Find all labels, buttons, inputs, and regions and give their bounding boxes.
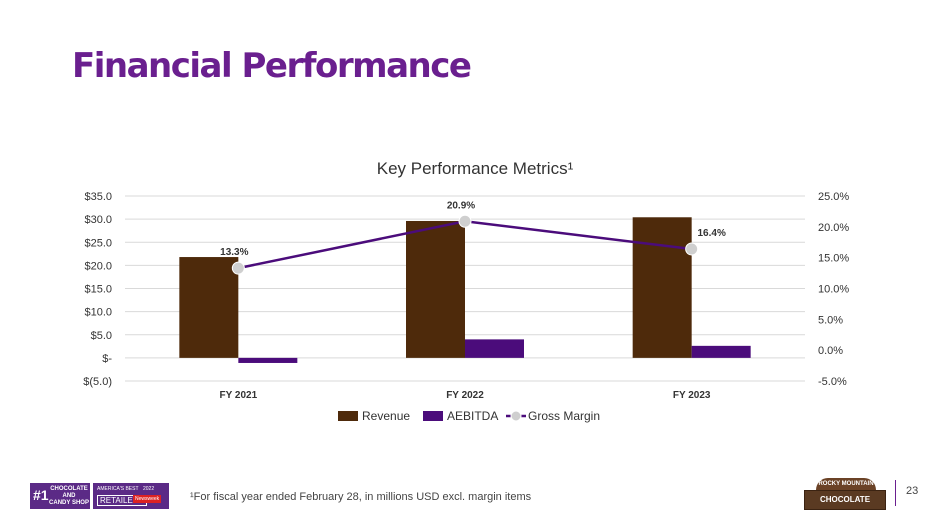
gross-margin-data-label: 20.9% <box>447 200 475 211</box>
y-left-tick-label: $25.0 <box>84 237 112 249</box>
best-retailers-badge: AMERICA'S BEST RETAILERS 2022 Newsweek <box>93 483 169 509</box>
y-left-tick-label: $- <box>102 353 112 365</box>
footer-divider <box>895 480 896 506</box>
badge-line2: AND <box>62 493 76 499</box>
y-left-tick-label: $5.0 <box>91 330 112 342</box>
y-right-tick-label: 5.0% <box>818 314 843 326</box>
y-right-tick-label: 20.0% <box>818 222 849 234</box>
company-logo: ROCKY MOUNTAIN CHOCOLATE FACTORY <box>804 478 888 522</box>
y-left-tick-label: $10.0 <box>84 307 112 319</box>
gross-margin-data-label: 13.3% <box>220 247 248 258</box>
y-left-tick-label: $15.0 <box>84 284 112 296</box>
legend-marker-gross-margin <box>510 410 522 422</box>
y-right-tick-label: 15.0% <box>818 253 849 265</box>
gross-margin-point <box>685 242 699 256</box>
page-title: Financial Performance <box>72 46 472 86</box>
badge2-year: 2022 <box>143 486 155 492</box>
y-right-tick-label: 25.0% <box>818 191 849 203</box>
badge-line1: CHOCOLATE <box>50 486 88 492</box>
gross-margin-point <box>458 214 472 228</box>
x-tick-label: FY 2023 <box>673 390 711 401</box>
logo-main-text: CHOCOLATE FACTORY <box>804 490 886 522</box>
aebitda-bar <box>465 339 524 358</box>
logo-top-text: ROCKY MOUNTAIN <box>816 478 876 490</box>
page-number: 23 <box>906 485 919 497</box>
footnote: ¹For fiscal year ended February 28, in m… <box>190 491 532 503</box>
y-left-tick-label: $20.0 <box>84 260 112 272</box>
revenue-bar <box>406 220 465 358</box>
y-right-tick-label: -5.0% <box>818 376 847 388</box>
performance-chart: $(5.0) $- $5.0 $10.0 $15.0 $20.0 $25.0 $30.0 $35… <box>83 191 849 423</box>
x-tick-label: FY 2022 <box>446 390 484 401</box>
legend-label-gross-margin: Gross Margin <box>528 409 600 423</box>
revenue-bar <box>179 257 239 358</box>
y-right-tick-label: 0.0% <box>818 345 843 357</box>
aebitda-bar <box>238 357 298 363</box>
badge-line3: CANDY SHOP <box>49 500 89 506</box>
y-left-tick-label: $30.0 <box>84 214 112 226</box>
x-tick-label: FY 2021 <box>220 390 258 401</box>
badge2-line1: AMERICA'S BEST <box>97 486 139 492</box>
y-left-tick-label: $(5.0) <box>83 376 112 388</box>
chart-title: Key Performance Metrics¹ <box>376 159 574 178</box>
legend-swatch-aebitda <box>423 411 443 421</box>
aebitda-bar <box>691 345 751 358</box>
legend-label-aebitda: AEBITDA <box>447 409 498 423</box>
gross-margin-data-label: 16.4% <box>697 228 725 239</box>
y-left-tick-label: $35.0 <box>84 191 112 203</box>
gross-margin-point <box>231 261 245 275</box>
badge-number: #1 <box>33 487 49 503</box>
y-right-tick-label: 10.0% <box>818 284 849 296</box>
revenue-bar <box>632 217 692 358</box>
legend-label-revenue: Revenue <box>362 409 410 423</box>
chocolate-shop-badge: #1 CHOCOLATE AND CANDY SHOP <box>30 483 90 509</box>
legend-swatch-revenue <box>338 411 358 421</box>
badge2-brand: Newsweek <box>133 495 162 503</box>
